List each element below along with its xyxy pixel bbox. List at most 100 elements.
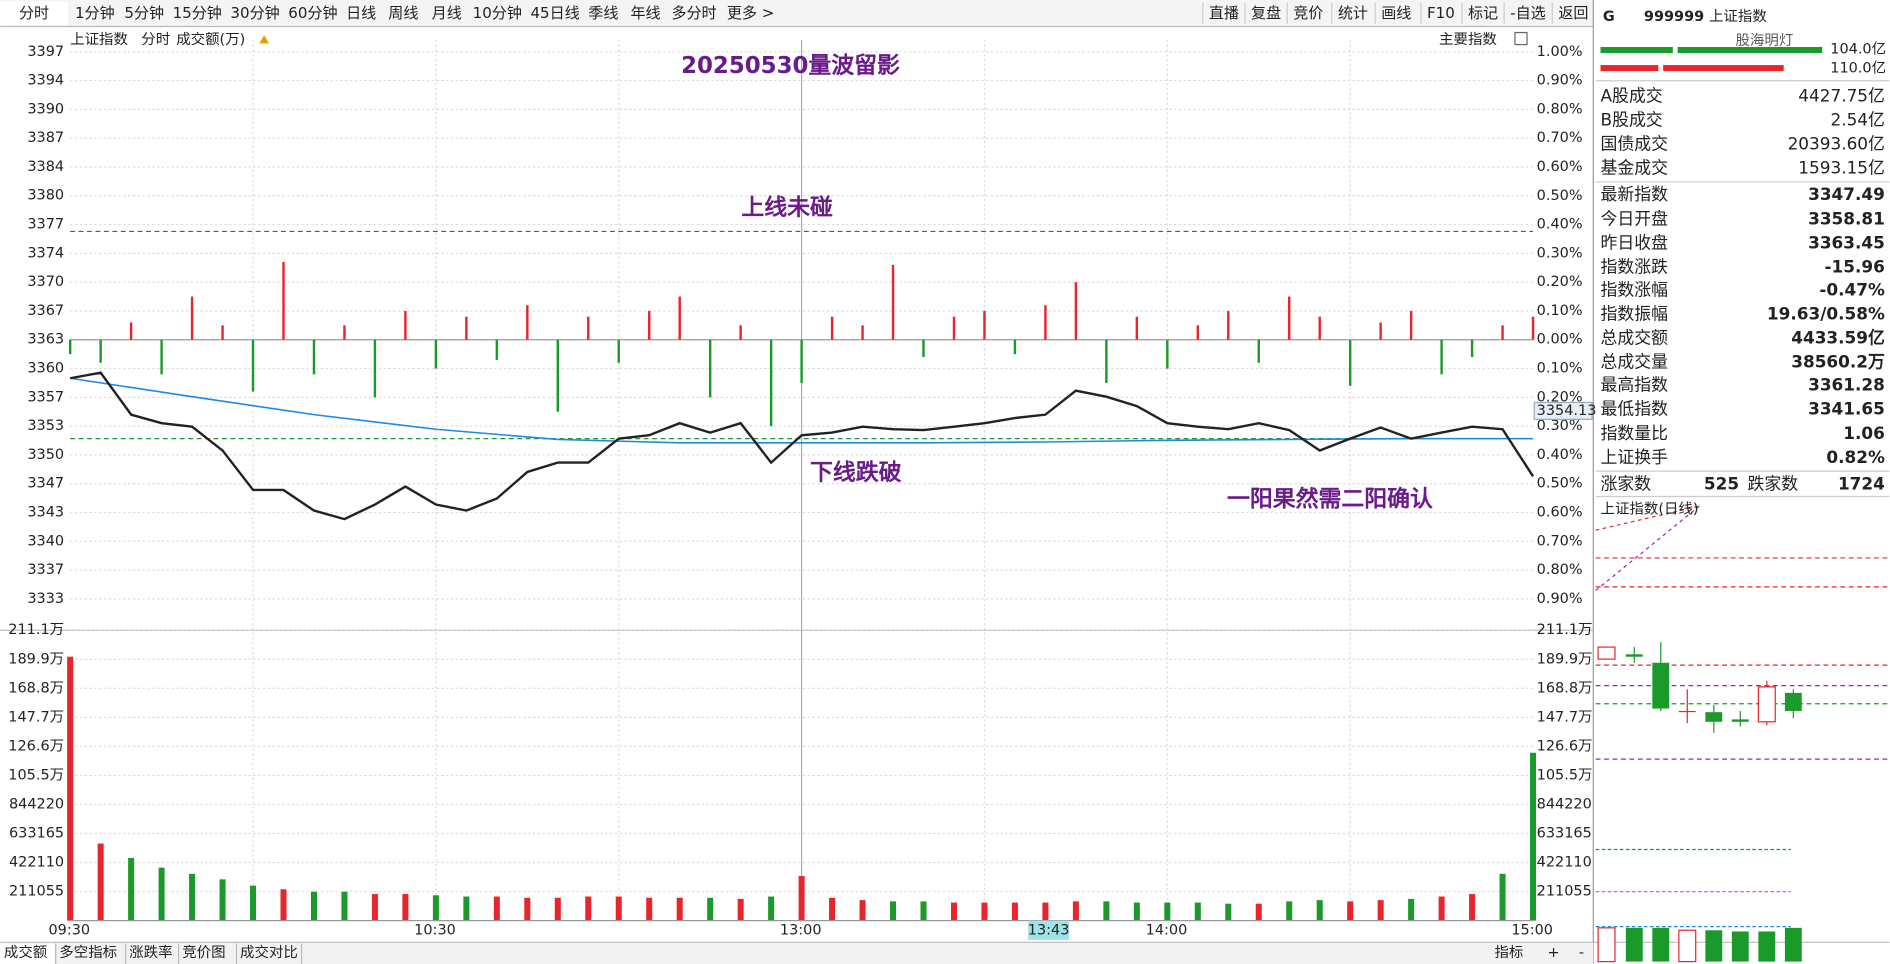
volume-bar [310,891,317,921]
y-tick-label: 147.7万 [8,709,64,725]
toolbar-item[interactable]: 日线 [346,4,376,22]
toolbar-item[interactable]: -自选 [1510,4,1546,22]
volume-bar [524,897,531,921]
volume-bar [1225,903,1232,921]
breadth-bar [1531,316,1535,340]
row-value: 3363.45 [1808,232,1885,252]
y-tick-label: 3333 [27,591,64,607]
volume-bar [189,873,196,921]
toolbar-item[interactable]: 返回 [1558,4,1588,22]
y2-tick-label: 0.10% [1537,361,1583,377]
toolbar-item[interactable]: 周线 [388,4,418,22]
row-value: 2.54亿 [1830,110,1884,130]
y-tick-label: 3374 [27,245,64,261]
toolbar-item[interactable]: 分时 [19,4,49,22]
x-tick-label: 14:00 [1146,922,1188,938]
volume-bar [1347,901,1354,921]
toolbar-item[interactable]: 直播 [1209,4,1239,22]
toolbar-item[interactable]: 30分钟 [230,4,279,22]
annotation: 下线跌破 [810,459,902,486]
row-label: 指数涨跌 [1601,257,1669,277]
y-tick-label: 3360 [27,360,64,376]
breadth-bar [1044,305,1047,340]
y-tick-label: 105.5万 [8,767,64,783]
toolbar-item[interactable]: 竞价 [1293,4,1323,22]
bottom-button[interactable]: - [1579,945,1584,961]
y-tick-label: 168.8万 [8,680,64,696]
y2-tick-label: 0.90% [1537,73,1583,89]
volume-bar [920,901,927,921]
volume-bar [1600,65,1659,72]
toolbar-item[interactable]: 15分钟 [173,4,222,22]
bottom-tab[interactable]: 成交额 [4,943,48,961]
bottom-button[interactable]: 指标 [1494,944,1523,961]
toolbar-item[interactable]: 45日线 [530,4,579,22]
y-tick-label: 3380 [27,188,64,204]
toolbar-item[interactable]: 多分时 [671,4,716,22]
toolbar-item[interactable]: 月线 [432,4,462,22]
toolbar-item[interactable]: 复盘 [1251,4,1281,22]
toolbar-item[interactable]: F10 [1427,4,1455,22]
bottom-tab[interactable]: 成交对比 [240,943,298,961]
toolbar-item[interactable]: 1分钟 [75,4,115,22]
y-tick-label-right: 633165 [1537,825,1592,841]
up-count: 525 [1704,473,1739,493]
row-label: 最低指数 [1601,399,1669,419]
y-tick-label: 3353 [27,418,64,434]
y2-tick-label: 0.80% [1537,101,1583,117]
volume-unit-label: 成交额(万) [176,30,245,48]
breadth-bar [1379,322,1382,340]
breadth-bar [1227,310,1230,340]
down-count: 1724 [1838,473,1885,493]
y2-tick-label: 0.20% [1537,389,1583,405]
breadth-bar [495,339,499,360]
toolbar-item[interactable]: 统计 [1338,4,1368,22]
volume-bar [1677,46,1823,54]
selector[interactable]: 主要指数 [1439,31,1497,48]
toolbar-item[interactable]: 5分钟 [124,4,164,22]
toolbar-item[interactable]: 标记 [1468,4,1498,22]
bottom-button[interactable]: + [1548,945,1560,961]
y-tick-label: 633165 [9,825,64,841]
volume-bar [554,897,561,921]
y2-tick-label: 0.00% [1537,332,1583,348]
volume-bar [798,876,805,921]
y-tick-label: 3384 [27,159,64,175]
breadth-bar [1135,316,1139,340]
last-price-box [1533,401,1593,420]
annotation: 一阳果然需二阳确认 [1227,486,1433,513]
toolbar-item[interactable]: 季线 [588,4,618,22]
bottom-bar [0,942,1594,964]
selector-button[interactable] [1514,31,1528,46]
row-value: 4433.59亿 [1791,328,1885,348]
y-tick-label: 211.1万 [8,622,64,638]
breadth-bar [282,262,285,340]
watermark: 股海明灯 [1735,32,1793,49]
y-tick-label-right: 168.8万 [1537,680,1593,696]
cursor-box [1028,920,1070,940]
breadth-bar [648,310,651,340]
y2-tick-label: 0.50% [1537,476,1583,492]
mode-label: 分时 [141,31,170,48]
bottom-tab[interactable]: 多空指标 [59,944,117,961]
row-value: -0.47% [1819,279,1885,299]
breadth-bar [99,339,102,363]
toolbar-item[interactable]: 更多 > [727,4,774,22]
y-tick-label: 844220 [9,796,64,812]
annotation: 上线未碰 [741,194,833,221]
toolbar-item[interactable]: 年线 [630,4,660,22]
y2-tick-label: 0.60% [1537,505,1583,521]
bottom-tab[interactable]: 涨跌率 [129,944,172,961]
volume-bar [585,896,592,921]
toolbar-item[interactable]: 60分钟 [288,4,337,22]
y-tick-label: 189.9万 [8,651,64,667]
toolbar-item[interactable]: 10分钟 [473,4,522,22]
row-label: 上证换手 [1601,447,1669,467]
breadth-bar [1409,310,1413,340]
breadth-bar [129,322,133,340]
volume-bar [1438,896,1445,921]
bottom-tab[interactable]: 竞价图 [182,943,225,961]
toolbar-item[interactable]: 画线 [1381,4,1411,22]
volume-bar [890,901,897,921]
